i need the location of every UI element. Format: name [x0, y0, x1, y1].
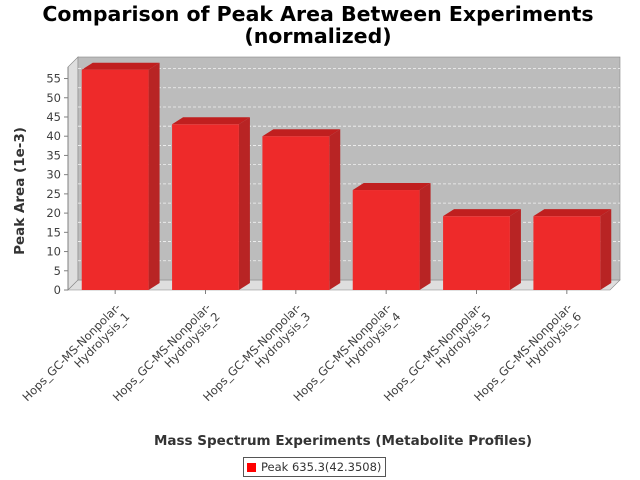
bar-side	[329, 129, 341, 290]
plot-area	[67, 56, 621, 291]
legend-swatch	[247, 462, 256, 472]
legend-label: Peak 635.3(42.3508)	[261, 460, 382, 474]
plot-left-wall	[67, 56, 79, 291]
y-tick-label: 0	[54, 283, 61, 297]
bar	[352, 190, 420, 290]
bar-top	[172, 117, 250, 125]
bar-side	[600, 209, 612, 290]
y-tick-label: 45	[46, 110, 61, 124]
bar-top	[443, 209, 521, 217]
y-tick-label: 5	[54, 264, 61, 278]
y-axis-title: Peak Area (1e-3)	[12, 127, 28, 255]
bar	[81, 69, 149, 290]
bar-group	[81, 62, 160, 291]
y-tick-label: 50	[46, 91, 61, 105]
bar-side	[148, 62, 160, 291]
bar	[443, 216, 510, 290]
y-tick-label: 25	[46, 187, 61, 201]
plot-back-wall	[77, 56, 621, 281]
x-axis-title: Mass Spectrum Experiments (Metabolite Pr…	[154, 433, 532, 449]
bar	[172, 124, 239, 290]
bar-group	[262, 129, 341, 290]
y-tick-label: 30	[46, 168, 61, 182]
legend: Peak 635.3(42.3508)	[243, 457, 387, 477]
bar-group	[172, 117, 250, 290]
y-tick-label: 55	[46, 72, 61, 86]
y-tick-label: 35	[46, 148, 61, 162]
bar-top	[262, 129, 341, 137]
y-axis: 0 5 10 15 20 25 30 35 40 45 50 55	[46, 67, 69, 297]
bar-top	[81, 62, 160, 70]
bars	[81, 62, 612, 291]
bar-group	[443, 209, 521, 290]
bar-group	[352, 183, 431, 290]
bar-top	[352, 183, 431, 191]
bar-side	[238, 117, 250, 290]
bar	[533, 216, 601, 290]
bar-side	[419, 183, 431, 290]
bar	[262, 136, 330, 290]
y-tick-label: 40	[46, 129, 61, 143]
y-tick-label: 15	[46, 225, 61, 239]
x-axis: Hops_GC-MS-Nonpolar-Hydrolysis_1Hops_GC-…	[19, 290, 584, 404]
chart-title-line2: (normalized)	[244, 24, 391, 48]
bar-group	[533, 209, 612, 290]
y-tick-label: 20	[46, 206, 61, 220]
grid-lines	[78, 68, 620, 262]
y-tick-label: 10	[46, 245, 61, 259]
bar-side	[509, 209, 521, 290]
chart-title: Comparison of Peak Area Between Experime…	[42, 2, 593, 26]
bar-top	[533, 209, 612, 217]
